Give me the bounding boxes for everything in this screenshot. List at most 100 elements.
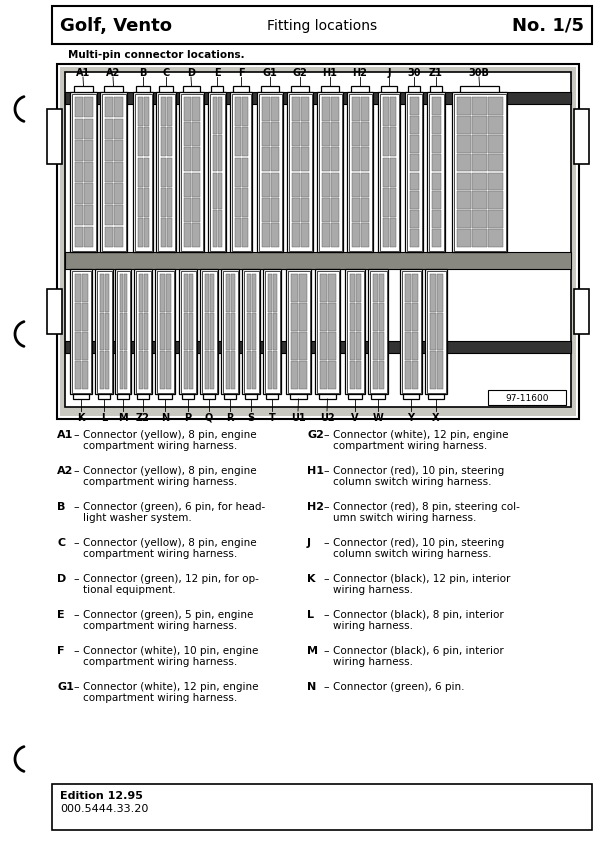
- Bar: [488, 116, 503, 134]
- Bar: [104, 352, 109, 389]
- Bar: [400, 270, 422, 394]
- Bar: [389, 159, 395, 187]
- Text: column switch wiring harness.: column switch wiring harness.: [333, 476, 491, 486]
- Bar: [287, 93, 313, 252]
- Bar: [241, 98, 248, 127]
- Bar: [74, 362, 80, 389]
- Bar: [268, 275, 271, 312]
- Bar: [200, 270, 218, 394]
- Bar: [104, 206, 113, 226]
- Bar: [292, 98, 299, 122]
- Text: A1: A1: [57, 430, 73, 440]
- Text: U1: U1: [290, 413, 305, 423]
- Text: compartment wiring harness.: compartment wiring harness.: [83, 549, 237, 559]
- Bar: [301, 98, 308, 122]
- Bar: [320, 275, 327, 302]
- Bar: [352, 149, 359, 172]
- Bar: [223, 271, 238, 393]
- Bar: [409, 98, 419, 116]
- Bar: [272, 313, 277, 351]
- Bar: [389, 188, 395, 218]
- Bar: [241, 219, 248, 247]
- Bar: [155, 270, 175, 394]
- Bar: [230, 93, 252, 252]
- Bar: [383, 128, 389, 157]
- Bar: [104, 184, 113, 204]
- Bar: [209, 313, 214, 351]
- Text: umn switch wiring harness.: umn switch wiring harness.: [333, 512, 476, 522]
- Bar: [457, 230, 471, 247]
- Bar: [574, 289, 589, 334]
- Text: S: S: [247, 413, 254, 423]
- Bar: [349, 362, 355, 389]
- Bar: [268, 313, 271, 351]
- Bar: [235, 159, 241, 187]
- Text: Connector (black), 8 pin, interior: Connector (black), 8 pin, interior: [333, 609, 504, 619]
- Bar: [262, 98, 269, 122]
- Bar: [134, 270, 152, 394]
- Bar: [322, 198, 329, 223]
- Bar: [328, 275, 335, 302]
- Bar: [202, 271, 217, 393]
- Bar: [361, 98, 368, 122]
- Bar: [84, 227, 92, 247]
- Bar: [404, 304, 410, 332]
- Bar: [349, 304, 355, 332]
- Bar: [271, 149, 278, 172]
- Text: 30: 30: [407, 68, 421, 78]
- Bar: [355, 275, 361, 302]
- Bar: [290, 362, 298, 389]
- Bar: [472, 230, 487, 247]
- Bar: [457, 116, 471, 134]
- Text: A1: A1: [76, 68, 90, 78]
- Bar: [218, 173, 221, 210]
- Bar: [430, 313, 436, 351]
- Bar: [95, 270, 113, 394]
- Text: –: –: [323, 538, 329, 548]
- Bar: [184, 173, 191, 197]
- Text: Connector (green), 6 pin, for head-: Connector (green), 6 pin, for head-: [83, 501, 265, 511]
- Bar: [352, 98, 359, 122]
- Bar: [361, 149, 368, 172]
- Bar: [331, 224, 338, 247]
- Bar: [266, 394, 278, 399]
- Text: light washer system.: light washer system.: [83, 512, 192, 522]
- Bar: [322, 149, 329, 172]
- Bar: [251, 352, 256, 389]
- Text: Connector (black), 12 pin, interior: Connector (black), 12 pin, interior: [333, 573, 511, 583]
- Bar: [124, 352, 127, 389]
- Bar: [179, 270, 197, 394]
- Text: Connector (yellow), 8 pin, engine: Connector (yellow), 8 pin, engine: [83, 538, 257, 548]
- Bar: [245, 394, 257, 399]
- Bar: [241, 128, 248, 157]
- Bar: [209, 352, 214, 389]
- Bar: [133, 93, 153, 252]
- Bar: [488, 211, 503, 229]
- Bar: [460, 87, 499, 93]
- Bar: [331, 98, 338, 122]
- Bar: [361, 173, 368, 197]
- Bar: [262, 198, 269, 223]
- Text: Z1: Z1: [429, 68, 443, 78]
- Bar: [345, 270, 365, 394]
- Text: D: D: [187, 68, 195, 78]
- Bar: [188, 313, 193, 351]
- Bar: [184, 224, 191, 247]
- Bar: [184, 275, 187, 312]
- Text: G1: G1: [263, 68, 277, 78]
- Text: Connector (white), 12 pin, engine: Connector (white), 12 pin, engine: [83, 681, 259, 691]
- Text: wiring harness.: wiring harness.: [333, 620, 413, 630]
- Bar: [167, 188, 172, 218]
- Text: –: –: [73, 501, 79, 511]
- Bar: [158, 394, 172, 399]
- Bar: [247, 275, 251, 312]
- Bar: [299, 362, 307, 389]
- Bar: [457, 98, 471, 116]
- Bar: [408, 87, 420, 93]
- Bar: [437, 275, 443, 312]
- Bar: [322, 98, 329, 122]
- Bar: [192, 149, 199, 172]
- Text: wiring harness.: wiring harness.: [333, 584, 413, 594]
- Text: H1: H1: [307, 465, 324, 475]
- Bar: [100, 93, 127, 252]
